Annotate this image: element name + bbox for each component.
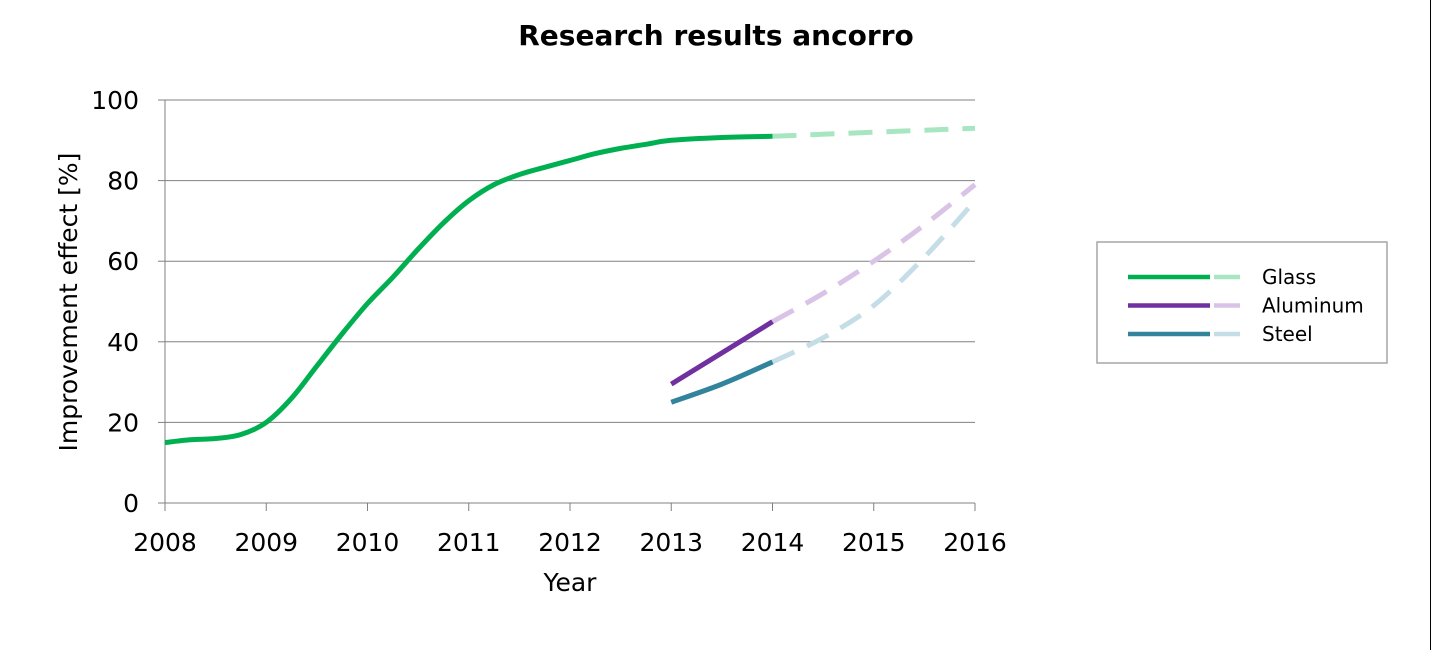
series-line-steel (670, 359, 774, 405)
series-forecast-aluminum (771, 182, 977, 324)
x-axis-title: Year (543, 568, 598, 597)
y-axis-title: Improvement effect [%] (54, 153, 83, 452)
series-forecast-glass (772, 125, 976, 139)
legend-label-steel: Steel (1262, 322, 1313, 346)
x-tick-label: 2011 (437, 528, 501, 557)
y-tick-label: 100 (91, 86, 139, 115)
tick-labels: 0 20 40 60 80 100 2008 2009 2010 2011 2012 2013 2014… (91, 86, 1007, 557)
x-tick-label: 2013 (639, 528, 703, 557)
series-line-glass (164, 133, 773, 446)
legend: Glass Aluminum Steel (1096, 241, 1388, 364)
y-tick-label: 0 (123, 489, 139, 518)
y-tick-label: 60 (107, 247, 139, 276)
x-tick-label: 2012 (538, 528, 602, 557)
y-tick-label: 80 (107, 167, 139, 196)
chart-title: Research results ancorro (518, 19, 914, 52)
frame-edge (1430, 0, 1431, 650)
legend-label-glass: Glass (1262, 265, 1316, 289)
x-tick-label: 2009 (234, 528, 298, 557)
y-tick-label: 20 (107, 408, 139, 437)
series-lines (164, 125, 977, 446)
legend-box (1096, 241, 1388, 364)
y-tick-label: 40 (107, 328, 139, 357)
x-tick-label: 2016 (943, 528, 1007, 557)
axes (158, 99, 976, 511)
legend-label-aluminum: Aluminum (1262, 294, 1364, 318)
x-tick-label: 2008 (133, 528, 197, 557)
x-tick-label: 2014 (741, 528, 805, 557)
grid-lines (165, 99, 975, 423)
series-line-aluminum (669, 319, 774, 387)
series-forecast-steel (771, 199, 977, 365)
x-tick-label: 2010 (336, 528, 400, 557)
x-tick-label: 2015 (842, 528, 906, 557)
